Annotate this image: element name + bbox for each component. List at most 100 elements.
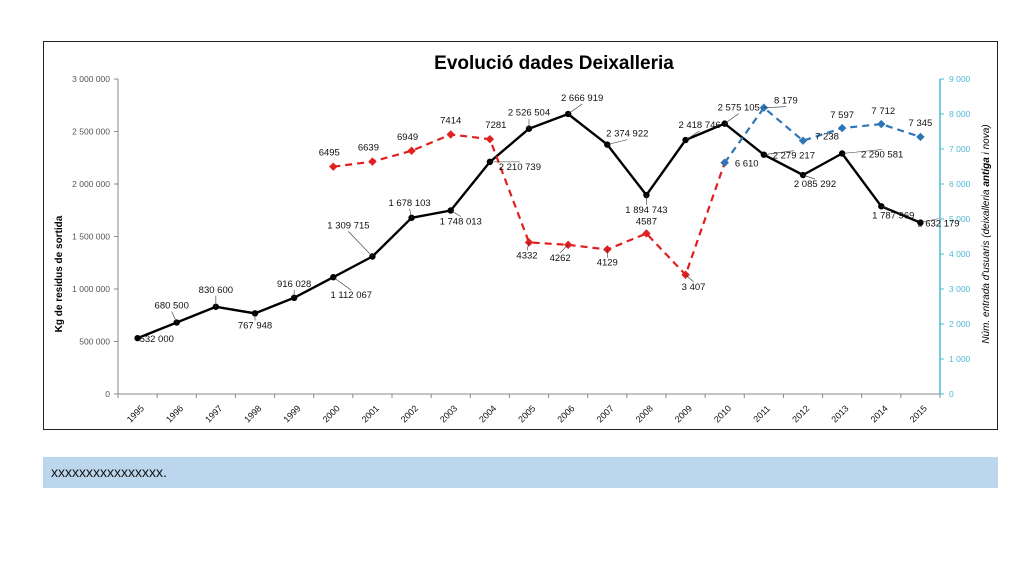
- series-1-point: [682, 136, 689, 144]
- x-tick-label: 2011: [751, 403, 772, 424]
- series-2-point: [329, 162, 338, 171]
- data-label-leader: [685, 130, 700, 141]
- series-2-data-label: 4262: [550, 253, 571, 264]
- series-1-data-label: 1 748 013: [440, 216, 482, 227]
- x-tick-label: 2001: [360, 403, 381, 424]
- y2-axis-label: Núm. entrada d'usuaris (deixalleria anti…: [981, 124, 992, 343]
- x-tick-label: 2009: [673, 403, 694, 424]
- series-3-point: [837, 123, 847, 133]
- chart-frame: Evolució dades Deixalleria Kg de residus…: [43, 41, 998, 430]
- data-label-leader: [450, 210, 461, 217]
- series-1-point: [721, 120, 728, 127]
- y2-tick-label: 2 000: [949, 319, 971, 329]
- series-2-data-label: 6639: [358, 143, 379, 154]
- y-tick-label: 3 000 000: [72, 74, 110, 84]
- series-1-point: [290, 294, 298, 302]
- series-1-data-label: 1 112 067: [331, 290, 373, 301]
- series-1-point: [525, 125, 533, 132]
- y-tick-label: 1 000 000: [72, 284, 110, 294]
- series-2-data-label: 4129: [597, 257, 618, 268]
- series-1-data-label: 2 418 746: [678, 120, 720, 131]
- y-tick-label: 1 500 000: [72, 232, 110, 242]
- y2-tick-label: 8 000: [949, 109, 971, 119]
- series-1-data-label: 1 678 103: [388, 198, 430, 209]
- series-1-data-label: 916 028: [277, 279, 311, 290]
- series-1-data-label: 767 948: [238, 320, 272, 331]
- series-2-point: [642, 229, 651, 238]
- y-axis-label: Kg de residus de sortida: [54, 215, 65, 332]
- x-tick-label: 1999: [281, 403, 302, 424]
- series-line-1: [137, 112, 921, 340]
- series-2-data-label: 7281: [485, 120, 506, 131]
- y2-tick-label: 0: [949, 389, 954, 399]
- series-1-data-label: 1 632 179: [917, 219, 959, 230]
- series-1-point: [486, 158, 494, 166]
- y2-tick-label: 7 000: [949, 144, 971, 154]
- series-1-data-label: 2 290 581: [861, 149, 903, 160]
- series-2-point: [407, 146, 416, 155]
- data-label-leader: [333, 276, 352, 291]
- x-tick-label: 2012: [790, 403, 811, 424]
- caption-text: xxxxxxxxxxxxxxxx.: [51, 464, 167, 480]
- data-label-leader: [724, 113, 739, 124]
- series-1-data-label: 1 787 969: [872, 210, 914, 221]
- x-tick-label: 2007: [595, 403, 616, 424]
- data-label-leader: [842, 149, 883, 154]
- series-3-point: [877, 119, 886, 129]
- series-2-data-label: 4587: [636, 216, 657, 227]
- series-2-point: [485, 134, 495, 144]
- x-tick-label: 2006: [555, 403, 576, 424]
- series-2-data-label: 6 610: [735, 159, 759, 170]
- y2-label-accent: antiga: [981, 157, 992, 187]
- x-tick-label: 2003: [438, 403, 459, 424]
- x-tick-label: 1996: [164, 403, 185, 424]
- data-label-leader: [348, 231, 373, 257]
- series-1-data-label: 2 666 919: [561, 93, 603, 104]
- series-line-2: [333, 133, 726, 276]
- series-3-data-label: 8 179: [774, 96, 798, 107]
- series-3-point: [798, 136, 808, 145]
- series-2-data-label: 4332: [516, 250, 537, 261]
- series-3-data-label: 7 597: [830, 110, 854, 121]
- series-1-data-label: 1 894 743: [625, 205, 667, 216]
- series-1-data-label: 830 600: [199, 285, 233, 296]
- series-1-data-label: 2 085 292: [794, 179, 836, 190]
- data-label-leader: [920, 218, 939, 223]
- x-tick-label: 1995: [125, 403, 146, 424]
- x-tick-label: 2002: [399, 403, 420, 424]
- x-tick-label: 2013: [829, 403, 850, 424]
- y2-tick-label: 9 000: [949, 74, 971, 84]
- series-1-point: [251, 310, 259, 317]
- data-label-leader: [881, 205, 894, 211]
- data-label-leader: [171, 311, 177, 323]
- data-label-leader: [802, 174, 816, 180]
- series-1-point: [564, 110, 572, 118]
- y2-label-part-3: i nova): [981, 124, 992, 157]
- y2-label-part-1: Núm. entrada d'usuaris (deixalleria: [981, 187, 992, 344]
- x-tick-label: 2004: [477, 403, 498, 424]
- data-label-leader: [526, 242, 530, 251]
- caption-bar: xxxxxxxxxxxxxxxx.: [43, 457, 998, 488]
- series-2-data-label: 3 407: [682, 282, 706, 293]
- data-label-leader: [567, 103, 583, 115]
- series-3-data-label: 7 238: [815, 132, 839, 143]
- series-1-data-label: 2 374 922: [606, 129, 648, 140]
- x-tick-label: 2010: [712, 403, 733, 424]
- series-1-data-label: 2 526 504: [508, 108, 550, 119]
- x-tick-label: 1998: [242, 403, 263, 424]
- y-tick-label: 0: [105, 389, 110, 399]
- series-3-data-label: 7 345: [909, 118, 933, 129]
- chart-title: Evolució dades Deixalleria: [434, 53, 674, 74]
- series-1-point: [604, 141, 611, 148]
- series-1-data-label: 532 000: [140, 334, 174, 345]
- data-label-leader: [763, 150, 794, 155]
- series-2-point: [446, 130, 455, 139]
- series-2-data-label: 6949: [397, 132, 418, 143]
- x-tick-label: 2000: [321, 403, 342, 424]
- series-2-data-label: 7414: [440, 116, 461, 127]
- series-1-data-label: 2 279 217: [773, 151, 815, 162]
- chart-svg: Evolució dades Deixalleria Kg de residus…: [54, 53, 992, 424]
- series-1-data-label: 2 575 105: [718, 103, 760, 114]
- data-label-leader: [607, 139, 628, 145]
- series-3-data-label: 7 712: [871, 106, 895, 117]
